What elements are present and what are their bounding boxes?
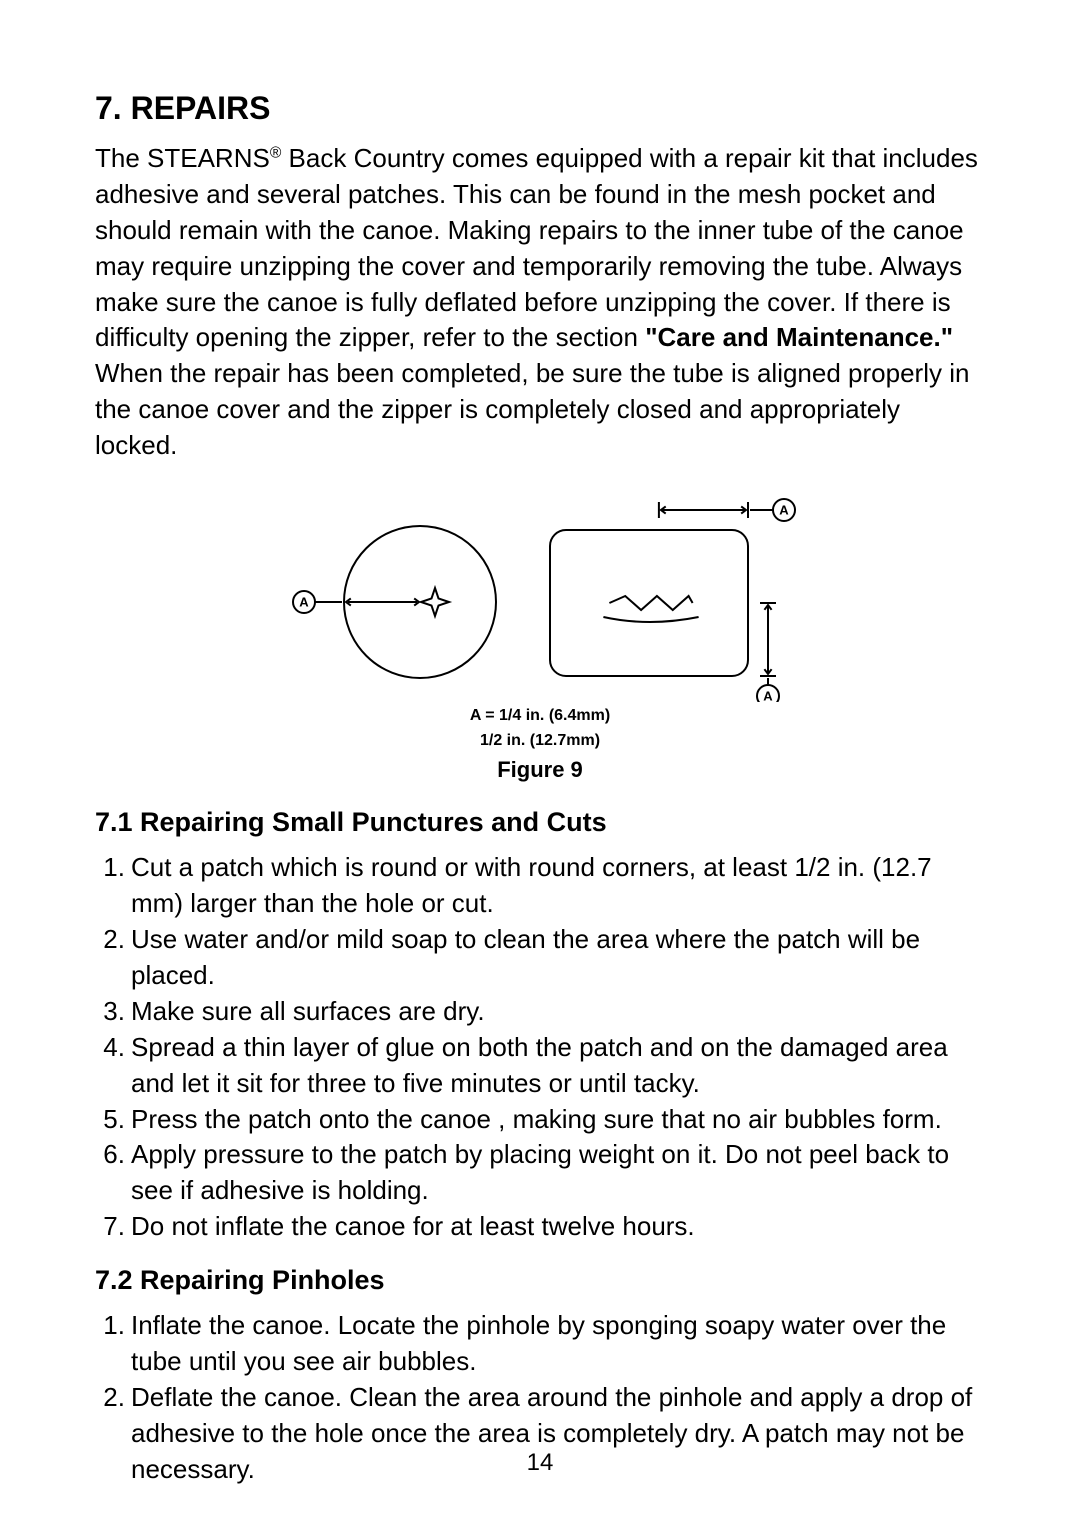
step-item: Press the patch onto the canoe , making … (131, 1102, 985, 1138)
figure-caption: Figure 9 (95, 757, 985, 783)
page-number: 14 (0, 1449, 1080, 1477)
intro-mid: Back Country comes equipped with a repai… (95, 143, 978, 352)
intro-post: When the repair has been completed, be s… (95, 358, 969, 460)
subsection-7-2-title: 7.2 Repairing Pinholes (95, 1265, 985, 1296)
registered-mark: ® (270, 144, 282, 161)
step-item: Make sure all surfaces are dry. (131, 994, 985, 1030)
intro-paragraph: The STEARNS® Back Country comes equipped… (95, 141, 985, 464)
step-item: Do not inflate the canoe for at least tw… (131, 1209, 985, 1245)
step-item: Cut a patch which is round or with round… (131, 850, 985, 922)
step-item: Spread a thin layer of glue on both the … (131, 1030, 985, 1102)
svg-text:A: A (299, 594, 309, 609)
figure-9: A A A A = 1/4 in. (6.4mm) 1/2 in. (12.7mm)… (95, 492, 985, 784)
figure-sub-2: 1/2 in. (12.7mm) (95, 731, 985, 752)
step-item: Use water and/or mild soap to clean the … (131, 922, 985, 994)
svg-text:A: A (763, 688, 773, 702)
intro-pre: The STEARNS (95, 143, 270, 173)
step-item: Apply pressure to the patch by placing w… (131, 1137, 985, 1209)
figure-sub-1: A = 1/4 in. (6.4mm) (95, 706, 985, 727)
steps-7-1: Cut a patch which is round or with round… (95, 850, 985, 1245)
step-item: Inflate the canoe. Locate the pinhole by… (131, 1308, 985, 1380)
intro-bold: "Care and Maintenance." (645, 322, 953, 352)
subsection-7-1-title: 7.1 Repairing Small Punctures and Cuts (95, 807, 985, 838)
svg-text:A: A (779, 502, 789, 517)
figure-svg: A A A (270, 492, 810, 702)
section-title: 7. REPAIRS (95, 90, 985, 127)
